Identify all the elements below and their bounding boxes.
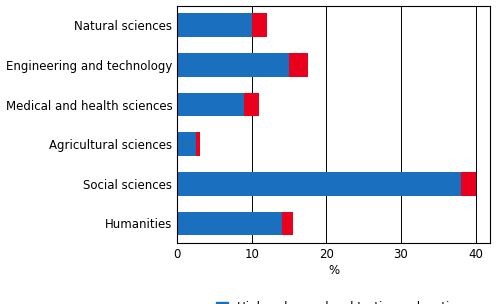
Bar <box>177 93 245 116</box>
Bar <box>177 132 196 156</box>
Bar <box>282 212 293 235</box>
X-axis label: %: % <box>328 264 339 277</box>
Bar <box>177 53 289 77</box>
Bar <box>196 132 199 156</box>
Bar <box>252 13 267 37</box>
Bar <box>177 13 252 37</box>
Bar <box>289 53 308 77</box>
Bar <box>177 212 282 235</box>
Bar <box>461 172 476 196</box>
Bar <box>245 93 259 116</box>
Legend: Higher-degree level tertiary education: Higher-degree level tertiary education <box>216 301 464 304</box>
Bar <box>177 172 461 196</box>
